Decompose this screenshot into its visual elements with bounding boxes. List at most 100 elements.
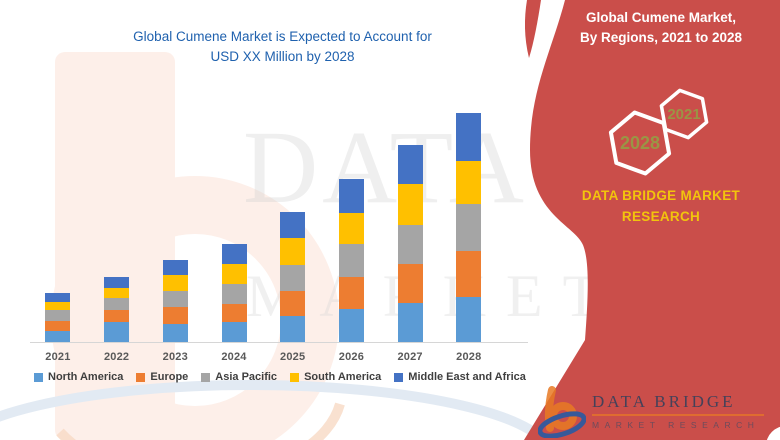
bar-segment-middle-east-and-africa: [104, 277, 130, 288]
red-sliver: [524, 0, 541, 58]
bar-segment-europe: [162, 306, 188, 324]
watermark-b-bowl: [51, 176, 339, 440]
company-logo: DATA BRIDGE MARKET RESEARCH: [538, 386, 764, 438]
chart-title-line2: USD XX Million by 2028: [210, 48, 355, 64]
bar-segment-europe: [280, 291, 306, 316]
legend-color-swatch: [201, 372, 211, 382]
watermark-blue-swoosh: [0, 380, 550, 440]
bar-segment-south-america: [45, 301, 71, 310]
bar-segment-europe: [397, 264, 423, 303]
legend-item-asia-pacific: Asia Pacific: [201, 371, 277, 383]
bar-2027: [397, 145, 423, 342]
bar-segment-middle-east-and-africa: [221, 243, 247, 264]
hexagon-2021-outline: [659, 88, 709, 140]
bar-segment-middle-east-and-africa: [456, 113, 482, 161]
red-panel: [524, 0, 780, 440]
bar-segment-north-america: [162, 324, 188, 342]
legend-color-swatch: [394, 372, 404, 382]
x-axis-label-2021: 2021: [45, 351, 71, 363]
sidebar-brand-line1: DATA BRIDGE MARKET: [581, 188, 741, 203]
bar-segment-asia-pacific: [221, 283, 247, 304]
x-axis-line: [30, 342, 528, 343]
hexagon-2021-year: 2021: [667, 106, 700, 123]
bar-2028: [456, 113, 482, 342]
bar-segment-north-america: [45, 331, 71, 342]
bar-segment-europe: [104, 309, 130, 322]
bar-segment-north-america: [280, 316, 306, 342]
legend-label: Asia Pacific: [215, 371, 278, 383]
bar-segment-middle-east-and-africa: [45, 293, 71, 302]
x-axis-label-2022: 2022: [103, 351, 130, 363]
x-axis-label-2026: 2026: [338, 351, 365, 363]
bar-segment-asia-pacific: [397, 225, 423, 264]
legend-item-middle-east-and-africa: Middle East and Africa: [394, 371, 526, 383]
bar-segment-north-america: [456, 297, 482, 342]
bar-2023: [162, 260, 188, 342]
bar-segment-north-america: [338, 309, 364, 342]
legend-label: North America: [48, 371, 124, 383]
legend-color-swatch: [34, 372, 43, 382]
sidebar-brand-text: DATA BRIDGE MARKET RESEARCH: [546, 186, 776, 228]
bar-2026: [338, 178, 364, 342]
bar-segment-middle-east-and-africa: [280, 212, 306, 238]
sidebar-brand-line2: RESEARCH: [621, 208, 701, 224]
logo-underline: [592, 414, 764, 416]
sidebar-title-line2: By Regions, 2021 to 2028: [579, 30, 743, 46]
sidebar-title: Global Cumene Market, By Regions, 2021 t…: [546, 8, 776, 49]
bar-segment-north-america: [397, 303, 423, 342]
legend-item-north-america: North America: [34, 371, 123, 383]
x-axis-label-2027: 2027: [397, 351, 423, 363]
bar-segment-south-america: [280, 238, 306, 265]
bar-segment-middle-east-and-africa: [397, 145, 423, 184]
legend-label: South America: [304, 371, 382, 383]
bar-segment-europe: [221, 303, 247, 322]
legend-item-europe: Europe: [136, 371, 188, 383]
chart-legend: North America Europe Asia Pacific South Ame…: [34, 371, 534, 383]
bar-segment-south-america: [104, 287, 130, 298]
bar-segment-south-america: [397, 183, 423, 225]
legend-color-swatch: [136, 372, 146, 382]
bar-segment-middle-east-and-africa: [338, 178, 364, 213]
bar-segment-europe: [456, 250, 482, 297]
x-axis-label-2023: 2023: [162, 351, 188, 363]
bar-segment-south-america: [162, 275, 188, 291]
bar-segment-europe: [45, 320, 71, 331]
x-axis-label-2025: 2025: [280, 351, 306, 363]
logo-subtitle: MARKET RESEARCH: [592, 420, 760, 430]
bar-segment-south-america: [338, 213, 364, 244]
bar-segment-middle-east-and-africa: [162, 260, 188, 275]
corner-notch: [766, 426, 780, 440]
x-axis-label-2024: 2024: [221, 351, 247, 363]
bar-segment-south-america: [221, 263, 247, 284]
logo-name: DATA BRIDGE: [592, 392, 736, 411]
legend-label: Middle East and Africa: [408, 371, 526, 383]
bar-segment-north-america: [104, 321, 130, 342]
chart-title-line1: Global Cumene Market is Expected to Acco…: [133, 29, 432, 44]
bar-segment-asia-pacific: [104, 298, 130, 310]
sidebar-title-line1: Global Cumene Market,: [585, 10, 737, 25]
logo-texts: DATA BRIDGE MARKET RESEARCH: [592, 386, 764, 430]
bar-segment-asia-pacific: [338, 244, 364, 277]
bar-2024: [221, 243, 247, 342]
logo-b-icon: [538, 386, 586, 438]
bar-2021: [45, 293, 71, 342]
bar-2022: [104, 277, 130, 342]
bar-segment-asia-pacific: [45, 310, 71, 321]
hexagon-2028-year: 2028: [620, 133, 660, 153]
legend-label: Europe: [150, 371, 189, 383]
legend-item-south-america: South America: [290, 371, 381, 383]
hexagon-2021-badge: 2021: [659, 88, 709, 140]
bar-segment-asia-pacific: [162, 290, 188, 307]
x-axis-label-2028: 2028: [456, 351, 482, 363]
bar-segment-asia-pacific: [456, 204, 482, 251]
bar-2025: [280, 212, 306, 342]
bar-segment-europe: [338, 276, 364, 309]
bar-segment-asia-pacific: [280, 264, 306, 291]
bar-segment-south-america: [456, 160, 482, 204]
watermark-orange-swoosh: [56, 402, 345, 440]
chart-title: Global Cumene Market is Expected to Acco…: [30, 27, 535, 66]
